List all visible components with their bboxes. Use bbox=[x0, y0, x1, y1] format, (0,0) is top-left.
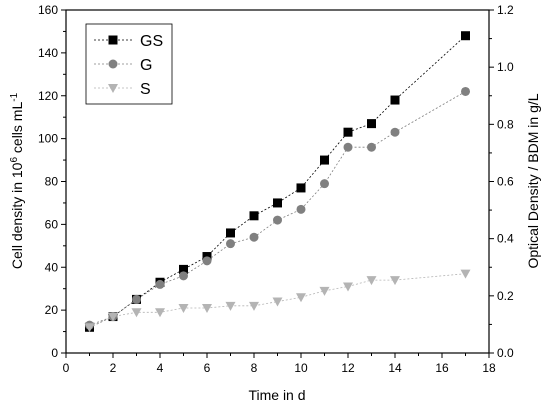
point-G-3 bbox=[155, 279, 165, 289]
y-right-tick-label-4: 0.8 bbox=[497, 117, 514, 131]
series-line-G bbox=[89, 91, 466, 326]
point-G-8 bbox=[273, 215, 282, 225]
point-G-11 bbox=[343, 142, 353, 152]
point-S-14 bbox=[460, 269, 471, 279]
series-line-S bbox=[89, 273, 466, 328]
point-G-4 bbox=[179, 271, 188, 281]
point-G-14 bbox=[461, 86, 470, 96]
series-line-GS bbox=[89, 35, 466, 328]
point-G-6 bbox=[226, 239, 235, 249]
y-left-tick-label-6: 120 bbox=[38, 89, 58, 103]
point-S-3 bbox=[155, 308, 165, 318]
point-GS-7 bbox=[249, 211, 259, 221]
legend: GS GS bbox=[85, 23, 173, 105]
x-tick-label-7: 14 bbox=[388, 361, 402, 375]
legend-marker-S bbox=[108, 84, 118, 93]
legend-marker-GS bbox=[108, 35, 118, 45]
point-G-5 bbox=[202, 256, 212, 266]
point-G-13 bbox=[390, 127, 400, 137]
x-tick-label-9: 18 bbox=[482, 361, 496, 375]
x-tick-label-1: 2 bbox=[110, 361, 117, 375]
point-GS-6 bbox=[226, 228, 235, 238]
x-tick-label-5: 10 bbox=[294, 361, 308, 375]
point-S-7 bbox=[249, 301, 259, 311]
point-S-0 bbox=[84, 323, 95, 333]
y-axis-left-title: Cell density in 106 cells mL-1 bbox=[9, 92, 26, 269]
point-GS-9 bbox=[296, 183, 306, 193]
point-GS-12 bbox=[367, 119, 376, 129]
x-tick-label-6: 12 bbox=[341, 361, 355, 375]
plot-frame bbox=[65, 9, 490, 354]
point-S-1 bbox=[108, 312, 118, 322]
x-tick-label-8: 16 bbox=[435, 361, 449, 375]
y-right-tick-label-2: 0.4 bbox=[497, 232, 514, 246]
y-left-tick-label-3: 60 bbox=[45, 217, 59, 231]
point-G-10 bbox=[320, 179, 329, 189]
x-tick-label-0: 0 bbox=[63, 361, 70, 375]
y-left-tick-label-2: 40 bbox=[45, 260, 59, 274]
y-left-tick-label-5: 100 bbox=[38, 132, 58, 146]
x-axis-title: Time in d bbox=[248, 387, 305, 403]
point-S-2 bbox=[131, 308, 142, 318]
point-S-10 bbox=[319, 286, 330, 296]
y-left-tick-label-1: 20 bbox=[45, 303, 59, 317]
point-G-9 bbox=[296, 204, 306, 214]
x-tick-label-2: 4 bbox=[157, 361, 164, 375]
point-GS-13 bbox=[390, 95, 400, 105]
y-right-tick-label-6: 1.2 bbox=[497, 3, 514, 17]
y-left-tick-label-0: 0 bbox=[51, 346, 58, 360]
point-GS-8 bbox=[273, 198, 282, 208]
y-left-tick-label-4: 80 bbox=[45, 175, 59, 189]
ticks-layer: 0 2 4 6 8 10 12 14 16 18 0 20 40 60 80 100 120 140 160 0.0 0… bbox=[38, 3, 514, 375]
x-tick-label-4: 8 bbox=[251, 361, 258, 375]
point-S-4 bbox=[178, 303, 189, 313]
legend-label-GS: GS bbox=[140, 33, 163, 50]
series-S bbox=[84, 269, 471, 333]
y-axis-right-title: Optical Density / BDM in g/L bbox=[525, 93, 541, 268]
point-S-5 bbox=[202, 303, 212, 313]
legend-marker-G bbox=[108, 59, 118, 69]
y-left-tick-label-7: 140 bbox=[38, 46, 58, 60]
point-S-11 bbox=[343, 282, 353, 292]
point-G-12 bbox=[367, 142, 376, 152]
point-S-8 bbox=[272, 297, 283, 307]
legend-label-G: G bbox=[140, 57, 152, 74]
point-S-9 bbox=[296, 293, 306, 303]
point-GS-11 bbox=[343, 127, 353, 137]
point-G-2 bbox=[132, 294, 141, 304]
point-GS-4 bbox=[179, 264, 188, 274]
y-right-tick-label-3: 0.6 bbox=[497, 175, 514, 189]
series-layer bbox=[84, 31, 471, 333]
y-left-tick-label-8: 160 bbox=[38, 3, 58, 17]
point-G-7 bbox=[249, 232, 259, 242]
series-G bbox=[85, 86, 470, 330]
y-right-tick-label-5: 1.0 bbox=[497, 60, 514, 74]
y-right-tick-label-0: 0.0 bbox=[497, 346, 514, 360]
x-tick-label-3: 6 bbox=[204, 361, 211, 375]
point-GS-10 bbox=[320, 155, 329, 165]
legend-box bbox=[85, 23, 173, 105]
point-GS-14 bbox=[461, 31, 470, 41]
point-S-6 bbox=[225, 301, 236, 311]
legend-label-S: S bbox=[140, 81, 151, 98]
point-S-12 bbox=[366, 276, 377, 286]
point-S-13 bbox=[390, 276, 400, 286]
y-right-tick-label-1: 0.2 bbox=[497, 289, 514, 303]
